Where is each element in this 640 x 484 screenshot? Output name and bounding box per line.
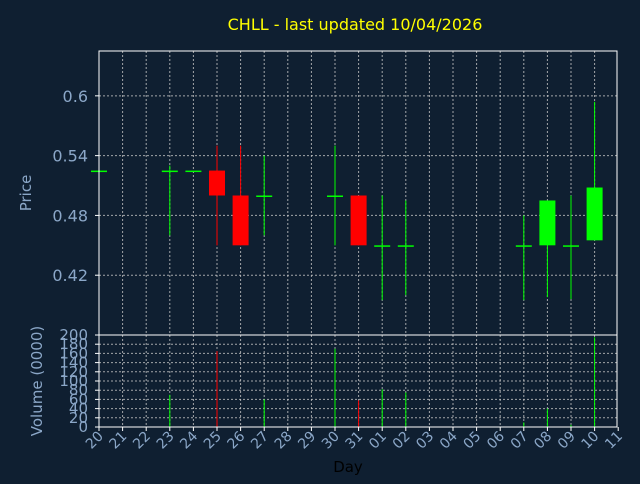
volume-tick-label: 40 <box>69 400 88 418</box>
volume-tick-label: 100 <box>59 372 88 390</box>
candle-body <box>209 170 225 196</box>
candle-body <box>161 170 178 173</box>
price-tick-label: 0.48 <box>52 206 88 225</box>
price-tick-label: 0.54 <box>52 147 88 166</box>
candle-body <box>327 195 343 197</box>
candle-body <box>232 195 249 246</box>
volume-tick-label: 60 <box>69 390 88 408</box>
candle-body <box>185 170 202 173</box>
candle-body <box>350 195 367 246</box>
price-tick-label: 0.6 <box>63 87 88 106</box>
candle-body <box>515 245 532 247</box>
candle-body <box>563 245 579 247</box>
volume-tick-label: 160 <box>59 344 88 362</box>
chart-title: CHLL - last updated 10/04/2026 <box>228 15 483 34</box>
candle-body <box>539 200 556 246</box>
volume-axis-label: Volume (0000) <box>28 326 46 436</box>
candle-body <box>374 245 391 247</box>
price-marks <box>91 101 603 301</box>
volume-tick-label: 0 <box>78 418 88 436</box>
candle-body <box>397 245 414 247</box>
candle-body <box>586 187 603 241</box>
volume-marks <box>169 337 596 427</box>
price-y-ticks: 0.42 0.48 0.54 0.6 <box>52 87 99 285</box>
x-axis-ticks: 20 21 22 23 24 25 26 27 28 29 30 31 01 02 03 04 05 06 07 08… <box>83 427 626 452</box>
x-axis-label: Day <box>333 458 363 476</box>
volume-tick-label: 20 <box>69 409 88 427</box>
volume-tick-label: 140 <box>59 354 88 372</box>
price-axis-label: Price <box>17 175 35 212</box>
volume-tick-label: 200 <box>59 326 88 344</box>
volume-tick-label: 120 <box>59 363 88 381</box>
candle-body <box>256 195 273 197</box>
volume-tick-label: 80 <box>69 381 88 399</box>
price-tick-label: 0.42 <box>52 266 88 285</box>
volume-tick-label: 180 <box>59 335 88 353</box>
